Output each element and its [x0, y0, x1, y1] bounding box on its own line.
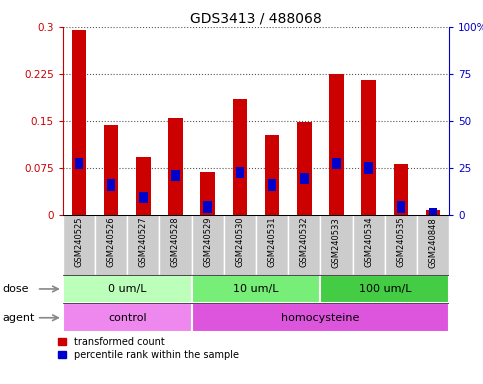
FancyBboxPatch shape [320, 275, 449, 303]
Title: GDS3413 / 488068: GDS3413 / 488068 [190, 12, 322, 26]
FancyBboxPatch shape [63, 303, 192, 332]
Bar [394, 164, 408, 215]
Text: agent: agent [2, 313, 35, 323]
FancyBboxPatch shape [256, 215, 288, 275]
FancyBboxPatch shape [63, 275, 192, 303]
Text: GSM240527: GSM240527 [139, 217, 148, 267]
Bar [203, 201, 212, 212]
FancyBboxPatch shape [192, 303, 449, 332]
Bar [107, 179, 115, 190]
Bar [139, 192, 148, 203]
FancyBboxPatch shape [288, 215, 320, 275]
Bar [297, 122, 312, 215]
Legend: transformed count, percentile rank within the sample: transformed count, percentile rank withi… [58, 337, 239, 360]
Text: GSM240529: GSM240529 [203, 217, 212, 267]
Text: GSM240526: GSM240526 [107, 217, 115, 267]
Text: homocysteine: homocysteine [281, 313, 359, 323]
Bar [332, 158, 341, 169]
Bar [236, 167, 244, 178]
FancyBboxPatch shape [353, 215, 385, 275]
Bar [104, 125, 118, 215]
FancyBboxPatch shape [127, 215, 159, 275]
Bar [300, 173, 309, 184]
Bar [397, 201, 405, 212]
Bar [265, 135, 279, 215]
Bar [168, 118, 183, 215]
FancyBboxPatch shape [159, 215, 192, 275]
Text: GSM240531: GSM240531 [268, 217, 277, 267]
Bar [233, 99, 247, 215]
FancyBboxPatch shape [385, 215, 417, 275]
Bar [74, 158, 83, 169]
Text: GSM240528: GSM240528 [171, 217, 180, 267]
FancyBboxPatch shape [63, 215, 95, 275]
Bar [136, 157, 151, 215]
Text: 100 um/L: 100 um/L [358, 284, 411, 294]
Text: GSM240532: GSM240532 [300, 217, 309, 267]
Text: GSM240530: GSM240530 [235, 217, 244, 267]
FancyBboxPatch shape [192, 215, 224, 275]
FancyBboxPatch shape [192, 275, 320, 303]
Bar [200, 172, 215, 215]
FancyBboxPatch shape [224, 215, 256, 275]
Bar [268, 179, 276, 190]
Bar [361, 80, 376, 215]
Bar [364, 162, 373, 174]
FancyBboxPatch shape [95, 215, 127, 275]
Text: GSM240525: GSM240525 [74, 217, 84, 267]
Text: GSM240533: GSM240533 [332, 217, 341, 268]
Bar [329, 74, 344, 215]
Text: control: control [108, 313, 146, 323]
Bar [71, 30, 86, 215]
FancyBboxPatch shape [320, 215, 353, 275]
Text: dose: dose [2, 284, 29, 294]
Text: GSM240534: GSM240534 [364, 217, 373, 267]
Text: GSM240535: GSM240535 [397, 217, 405, 267]
Bar [426, 210, 440, 215]
Text: 10 um/L: 10 um/L [233, 284, 279, 294]
Bar [429, 207, 438, 219]
Text: 0 um/L: 0 um/L [108, 284, 146, 294]
Bar [171, 170, 180, 181]
Text: GSM240848: GSM240848 [428, 217, 438, 268]
FancyBboxPatch shape [417, 215, 449, 275]
